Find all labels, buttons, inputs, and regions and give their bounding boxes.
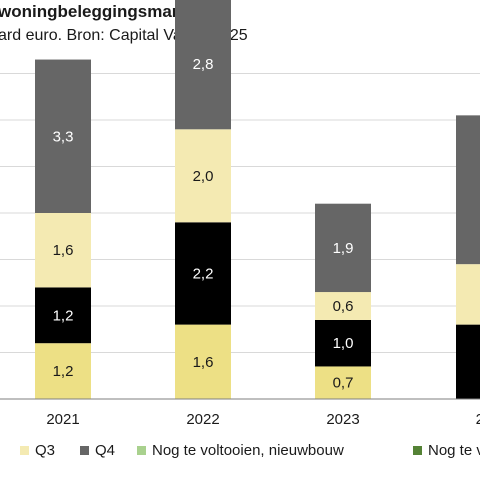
data-label: 1,2	[53, 307, 74, 324]
data-label: 1,6	[53, 242, 74, 259]
bar-segment	[315, 292, 371, 320]
data-label: 3,3	[53, 128, 74, 145]
legend-label: Q4	[95, 442, 116, 459]
data-label: 1,0	[333, 335, 354, 352]
bar-segment	[35, 343, 91, 399]
legend-item: Nog te v	[413, 442, 480, 459]
bar-segment	[456, 264, 480, 325]
data-label: 0,6	[333, 298, 354, 315]
data-label: 1,9	[333, 240, 354, 257]
bar-segment	[175, 129, 231, 223]
legend-swatch	[137, 446, 146, 455]
chart-title: woningbeleggingsmarkt	[0, 2, 194, 21]
legend-item: Nog te voltooien, nieuwbouw	[137, 442, 344, 459]
stacked-bar-chart: 1,21,21,63,31,62,22,02,80,71,00,61,9213 …	[0, 0, 480, 428]
legend-swatch	[80, 446, 89, 455]
bar-segment	[315, 203, 371, 293]
legend-item: Q4	[80, 442, 115, 459]
data-label: 1,6	[193, 354, 214, 371]
bar-segment	[456, 324, 480, 399]
legend-swatch	[413, 446, 422, 455]
legend-label: Nog te voltooien, nieuwbouw	[152, 442, 344, 459]
legend-swatch	[20, 446, 29, 455]
data-label: 2,2	[193, 265, 214, 282]
data-labels: 1,21,21,63,31,62,22,02,80,71,00,61,9213	[53, 56, 480, 392]
bar-segment	[35, 213, 91, 288]
bar-segment	[35, 59, 91, 213]
legend-label: Q3	[35, 442, 56, 459]
bars	[35, 0, 480, 399]
x-axis: 2021 2022 2023 20	[0, 398, 480, 428]
x-tick-label: 20	[476, 411, 480, 428]
data-label: 0,7	[333, 375, 354, 392]
x-tick-label: 2023	[326, 411, 359, 428]
data-label: 2,0	[193, 168, 214, 185]
x-tick-label: 2022	[186, 411, 219, 428]
data-label: 1,2	[53, 363, 74, 380]
bar-segment	[175, 0, 231, 130]
bar-segment	[175, 324, 231, 399]
legend-item: Q3	[20, 442, 55, 459]
x-tick-label: 2021	[46, 411, 79, 428]
data-label: 2,8	[193, 56, 214, 73]
bar-segment	[315, 366, 371, 399]
bar-segment	[35, 287, 91, 344]
legend: Q3 Q4 Nog te voltooien, nieuwbouw Nog te v	[0, 442, 480, 466]
bar-segment	[315, 319, 371, 367]
bar-segment	[175, 222, 231, 325]
legend-label: Nog te v	[428, 442, 480, 459]
bar-segment	[456, 115, 480, 265]
